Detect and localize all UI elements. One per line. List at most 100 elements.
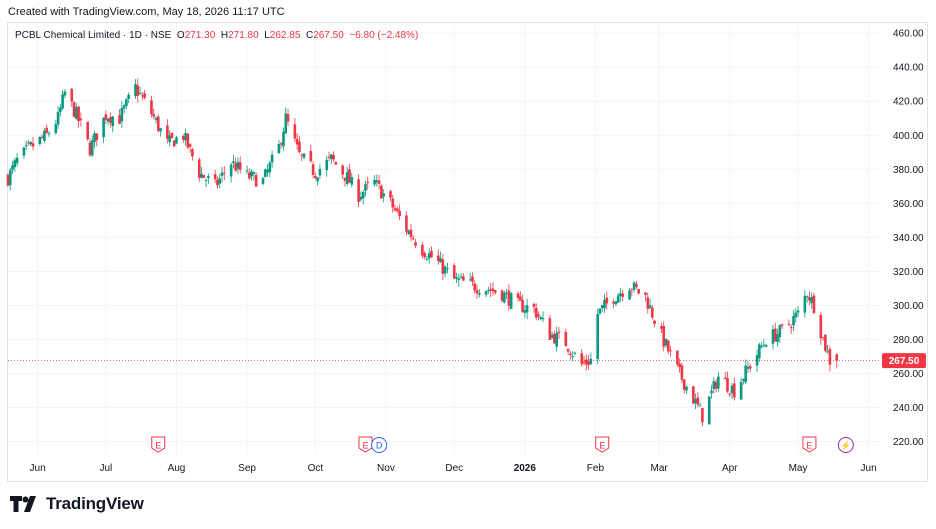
- event-marker-label: E: [155, 441, 161, 451]
- candle-body: [409, 229, 413, 238]
- x-tick-label: Aug: [168, 463, 186, 474]
- candle-body: [600, 304, 604, 309]
- candles: [6, 78, 839, 427]
- tradingview-brand[interactable]: TradingView: [10, 494, 144, 514]
- candle-body: [204, 179, 208, 181]
- candle-body: [15, 157, 19, 164]
- candle-body: [398, 210, 401, 217]
- candle-body: [612, 301, 615, 304]
- candle-body: [584, 359, 588, 365]
- candle-body: [436, 255, 440, 261]
- event-marker-label: ⚡: [840, 440, 851, 452]
- candle-body: [744, 365, 747, 383]
- candle-body: [150, 100, 153, 114]
- candle-body: [810, 297, 814, 304]
- candle-body: [31, 143, 35, 147]
- candle-body: [154, 118, 158, 120]
- candle-body: [77, 106, 80, 122]
- open-label: O: [176, 30, 185, 41]
- y-tick-label: 320.00: [893, 267, 924, 278]
- candle-body: [717, 376, 720, 389]
- candle-body: [493, 290, 497, 293]
- candle-body: [56, 112, 60, 125]
- candle-body: [760, 346, 763, 348]
- candle-body: [70, 88, 74, 102]
- candle-body: [361, 192, 365, 199]
- candle-body: [8, 170, 12, 186]
- candle-body: [236, 161, 240, 169]
- candle-body: [186, 133, 190, 148]
- candle-body: [79, 118, 83, 121]
- candle-body: [200, 173, 203, 178]
- candle-body: [764, 345, 768, 347]
- candle-body: [377, 180, 381, 184]
- earnings-event-icon: [595, 436, 610, 453]
- candle-body: [136, 85, 140, 96]
- candle-body: [29, 141, 33, 145]
- candle-body: [202, 175, 206, 178]
- candle-body: [93, 133, 96, 143]
- candle-body: [359, 196, 363, 200]
- candle-body: [457, 278, 461, 281]
- candle-body: [555, 332, 559, 347]
- candle-body: [571, 356, 574, 358]
- candle-body: [220, 172, 224, 176]
- tradingview-logo-icon: [10, 496, 36, 512]
- candle-body: [277, 144, 281, 154]
- candle-body: [605, 297, 609, 304]
- candle-body: [250, 171, 253, 177]
- candle-body: [553, 333, 556, 344]
- candle-body: [828, 349, 832, 365]
- candle-body: [805, 296, 809, 298]
- candle-body: [182, 136, 185, 140]
- candle-body: [580, 353, 584, 365]
- y-tick-label: 440.00: [893, 63, 924, 74]
- candle-body: [758, 344, 761, 359]
- candle-body: [509, 293, 513, 309]
- event-marker-label: E: [362, 441, 368, 451]
- candle-body: [380, 185, 383, 199]
- candle-body: [421, 244, 424, 256]
- x-tick-label: Jun: [861, 463, 877, 474]
- candle-body: [632, 282, 636, 290]
- candle-body: [170, 132, 174, 138]
- candle-body: [168, 135, 171, 143]
- candle-body: [125, 99, 128, 107]
- candle-body: [582, 361, 586, 363]
- candle-body: [188, 144, 192, 147]
- candle-body: [172, 140, 176, 147]
- change-value: −6.80 (−2.48%): [349, 30, 419, 41]
- candle-body: [286, 114, 290, 122]
- low-value: 262.85: [269, 30, 301, 41]
- candle-body: [423, 253, 426, 258]
- earnings-event-icon: [358, 436, 373, 453]
- x-tick-label: Nov: [377, 463, 395, 474]
- candle-body: [680, 365, 684, 380]
- candle-body: [141, 95, 144, 97]
- candle-body: [477, 293, 481, 295]
- x-tick-label: Mar: [651, 463, 669, 474]
- candle-body: [72, 102, 76, 117]
- candle-body: [104, 114, 108, 120]
- candle-body: [500, 290, 504, 301]
- candle-body: [54, 124, 58, 134]
- candle-body: [776, 334, 779, 343]
- candle-body: [373, 179, 376, 185]
- candle-body: [120, 108, 124, 122]
- candle-body: [6, 174, 10, 186]
- candle-body: [311, 164, 315, 175]
- candle-body: [45, 127, 49, 133]
- candle-body: [755, 355, 759, 366]
- candle-body: [127, 94, 130, 99]
- candle-body: [630, 289, 634, 291]
- candle-body: [134, 84, 137, 96]
- candle-body: [455, 276, 458, 279]
- candle-body: [521, 299, 524, 313]
- candle-body: [325, 159, 329, 171]
- y-tick-label: 280.00: [893, 335, 924, 346]
- y-tick-label: 460.00: [893, 29, 924, 40]
- candle-body: [669, 350, 672, 352]
- candle-body: [503, 292, 506, 303]
- candle-body: [43, 130, 46, 141]
